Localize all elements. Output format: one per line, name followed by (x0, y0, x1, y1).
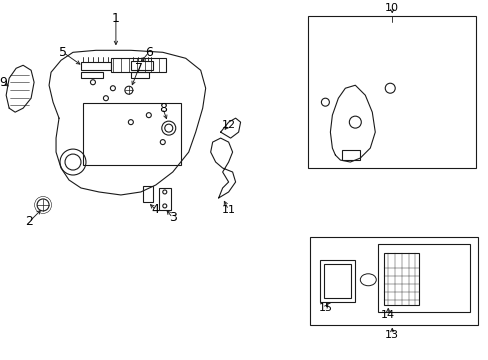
Bar (310, 237, 477, 325)
Text: 3: 3 (168, 211, 176, 224)
Bar (81, 62, 111, 70)
Text: 6: 6 (144, 46, 152, 59)
Bar (324, 264, 350, 298)
Bar (342, 150, 360, 160)
Text: 10: 10 (385, 3, 398, 13)
Text: 15: 15 (318, 303, 332, 313)
Text: 7: 7 (135, 62, 142, 75)
Bar (131, 61, 152, 70)
Text: 11: 11 (221, 205, 235, 215)
Bar (320, 260, 355, 302)
Text: 12: 12 (221, 120, 235, 130)
Text: 8: 8 (159, 102, 166, 115)
Text: 2: 2 (25, 215, 33, 228)
Text: 5: 5 (59, 46, 67, 59)
Bar (111, 58, 165, 72)
Bar (159, 188, 170, 210)
Bar (81, 72, 102, 78)
Text: 9: 9 (0, 76, 7, 89)
Bar (83, 103, 181, 165)
Bar (131, 72, 148, 78)
Text: 13: 13 (385, 330, 398, 339)
Bar (142, 186, 152, 202)
Bar (378, 244, 469, 312)
Bar (384, 253, 418, 305)
Bar (308, 17, 475, 168)
Text: 14: 14 (381, 310, 394, 320)
Text: 4: 4 (152, 203, 160, 216)
Text: 1: 1 (112, 12, 120, 25)
